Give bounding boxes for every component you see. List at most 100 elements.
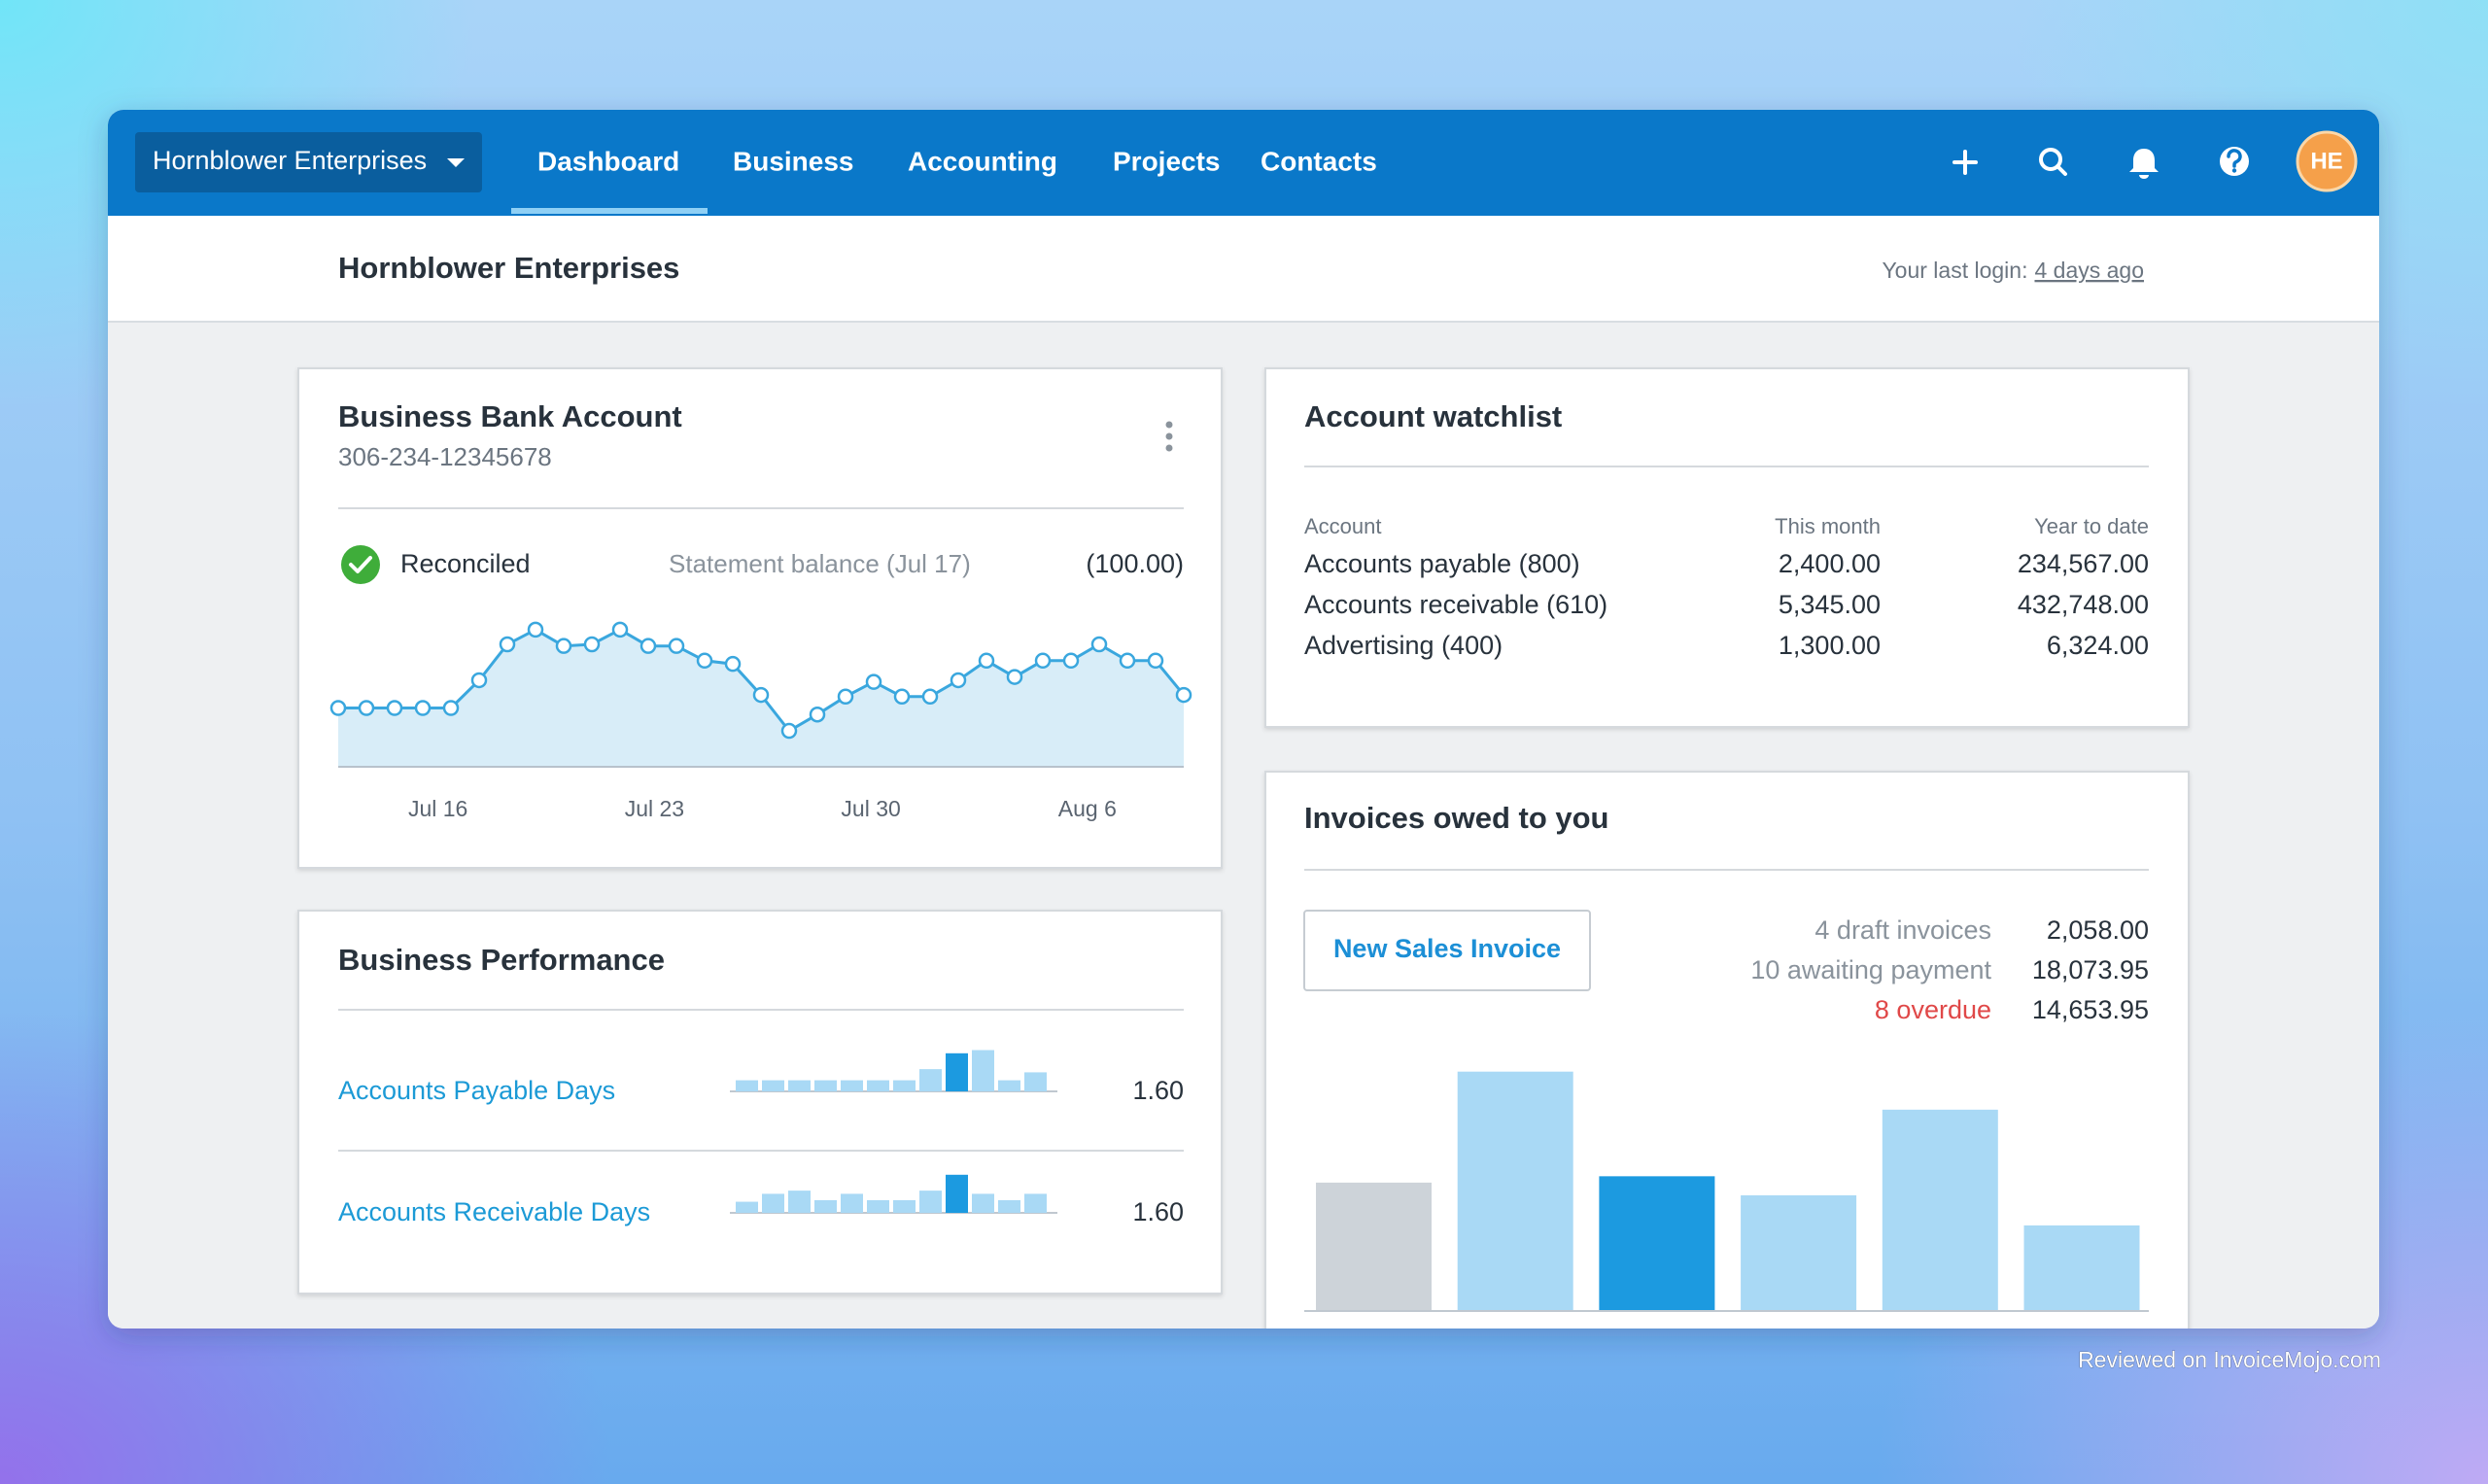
- kebab-menu[interactable]: [1165, 421, 1173, 452]
- login-link[interactable]: 4 days ago: [2034, 258, 2144, 283]
- new-invoice-button[interactable]: [1303, 910, 1591, 991]
- balance-point: [583, 636, 601, 653]
- cell-amount: 432,748.00: [2018, 590, 2149, 619]
- bar: [788, 1080, 811, 1091]
- balance-point: [611, 621, 629, 638]
- balance-point: [1090, 636, 1108, 653]
- balance-point: [809, 706, 826, 723]
- balance-point: [1034, 652, 1052, 670]
- column-header: Year to date: [2034, 514, 2149, 538]
- bar: [972, 1193, 994, 1213]
- cell-account[interactable]: Advertising (400): [1304, 631, 1503, 660]
- balance-point: [950, 672, 967, 689]
- bar: [1599, 1176, 1715, 1311]
- nav-item[interactable]: Contacts: [1261, 146, 1377, 176]
- summary-value: 2,058.00: [2047, 915, 2149, 945]
- window-content: Hornblower Enterprises Dashboard Busines…: [108, 110, 2379, 1329]
- card: [1264, 367, 2190, 728]
- avatar-initials: HE: [2310, 148, 2342, 174]
- bar: [867, 1199, 889, 1213]
- balance-point: [837, 688, 854, 706]
- summary-label[interactable]: 8 overdue: [1875, 995, 1991, 1024]
- balance-point: [639, 638, 657, 654]
- bar: [1457, 1071, 1573, 1311]
- card-title: Account watchlist: [1304, 399, 1562, 433]
- nav-item[interactable]: Dashboard: [537, 146, 679, 176]
- card-title: Business Performance: [338, 943, 665, 977]
- nav-bar: [108, 110, 2379, 216]
- button-label[interactable]: New Sales Invoice: [1333, 934, 1561, 963]
- balance-point: [527, 621, 544, 638]
- summary-value: 18,073.95: [2032, 955, 2149, 984]
- card: [297, 910, 1223, 1294]
- caret: [447, 158, 465, 167]
- icon-search[interactable]: [2039, 148, 2067, 176]
- bar: [946, 1053, 968, 1091]
- balance-point: [921, 688, 939, 706]
- balance-point: [499, 636, 516, 653]
- summary-value: 14,653.95: [2032, 995, 2149, 1024]
- page-title: Hornblower Enterprises: [338, 251, 679, 285]
- balance-point: [752, 686, 770, 704]
- balance-point: [978, 652, 995, 670]
- last-login: Your last login: 4 days ago: [1882, 258, 2144, 283]
- balance-point: [386, 700, 403, 716]
- icon-add[interactable]: [1952, 150, 1978, 175]
- balance-point: [329, 700, 347, 716]
- org-switcher[interactable]: [135, 132, 482, 192]
- column-header: Account: [1304, 514, 1382, 538]
- bar: [972, 1050, 994, 1091]
- icon-help[interactable]: [2220, 147, 2249, 176]
- nav-item[interactable]: Business: [733, 146, 854, 176]
- cell-amount: 5,345.00: [1779, 590, 1881, 619]
- card-title: Business Bank Account: [338, 399, 682, 433]
- nav-item[interactable]: Accounting: [908, 146, 1057, 176]
- cell-account[interactable]: Accounts payable (800): [1304, 549, 1580, 578]
- account-number: 306-234-12345678: [338, 442, 552, 471]
- bar: [946, 1174, 968, 1213]
- active-underline: [511, 208, 708, 214]
- bar: [919, 1191, 942, 1213]
- metric-value: 1.60: [1132, 1197, 1184, 1226]
- x-tick-label: Aug 6: [1058, 796, 1117, 821]
- metric-link[interactable]: Accounts Payable Days: [338, 1076, 615, 1105]
- reconciled-icon: [341, 545, 380, 584]
- bar: [762, 1080, 784, 1091]
- avatar[interactable]: [2296, 130, 2358, 192]
- x-tick-label: Jul 23: [625, 796, 684, 821]
- card-title: Invoices owed to you: [1304, 801, 1609, 835]
- balance-point: [865, 673, 882, 690]
- status: Reconciled: [400, 549, 531, 578]
- balance-point: [724, 655, 742, 673]
- cell-account[interactable]: Accounts receivable (610): [1304, 590, 1607, 619]
- bar: [998, 1080, 1020, 1091]
- balance-point: [358, 700, 375, 716]
- bar: [998, 1199, 1020, 1213]
- org-name[interactable]: Hornblower Enterprises: [153, 146, 427, 175]
- bar: [893, 1199, 916, 1213]
- summary-label[interactable]: 4 draft invoices: [1814, 915, 1991, 945]
- sub-header: [108, 216, 2379, 322]
- bar: [919, 1069, 942, 1091]
- balance-point: [893, 688, 911, 706]
- check: [349, 556, 372, 573]
- column-header: This month: [1775, 514, 1881, 538]
- balance-point: [555, 638, 572, 654]
- bar: [841, 1080, 863, 1091]
- balance-point: [442, 700, 460, 716]
- nav-item[interactable]: Projects: [1113, 146, 1221, 176]
- bar: [1882, 1109, 1998, 1311]
- cell-amount: 6,324.00: [2047, 631, 2149, 660]
- summary-label[interactable]: 10 awaiting payment: [1750, 955, 1991, 984]
- icon-notifications[interactable]: [2129, 149, 2159, 179]
- balance-point: [1006, 669, 1023, 685]
- bar: [814, 1199, 837, 1213]
- bar: [788, 1191, 811, 1213]
- login-label: Your last login:: [1882, 258, 2027, 283]
- bar: [736, 1201, 758, 1213]
- metric-link[interactable]: Accounts Receivable Days: [338, 1197, 650, 1226]
- cell-amount: 2,400.00: [1779, 549, 1881, 578]
- bar: [736, 1080, 758, 1091]
- bar: [1024, 1072, 1047, 1091]
